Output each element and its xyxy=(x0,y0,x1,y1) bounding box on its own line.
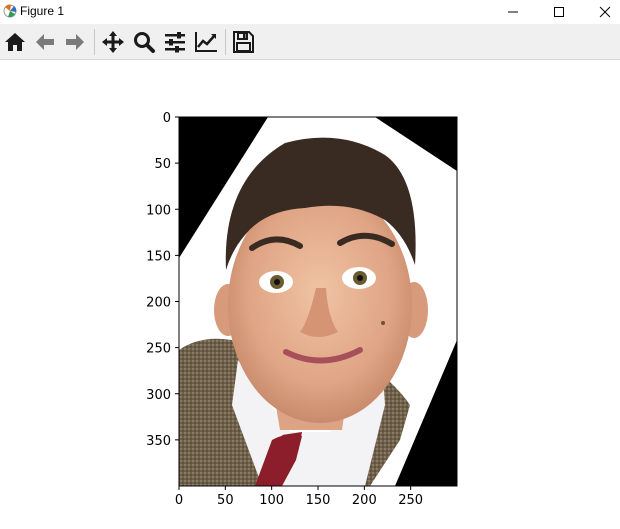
configure-subplots-button[interactable] xyxy=(162,29,188,55)
right-eyebrow xyxy=(337,232,395,247)
x-tick-label: 50 xyxy=(217,493,234,508)
title-bar: Figure 1 xyxy=(0,0,620,24)
close-button[interactable] xyxy=(582,0,620,24)
nose xyxy=(300,288,338,337)
minimize-button[interactable] xyxy=(490,0,536,24)
y-tick-label: 250 xyxy=(146,342,171,357)
save-icon xyxy=(233,31,254,53)
x-axis: 0 50 100 150 200 250 xyxy=(175,486,423,508)
forward-button[interactable] xyxy=(62,29,88,55)
hair xyxy=(225,137,416,270)
back-button[interactable] xyxy=(32,29,58,55)
axes-image xyxy=(179,117,457,486)
edit-axis-icon xyxy=(195,32,217,52)
left-eyebrow xyxy=(249,236,303,251)
figure-svg: 0 50 100 150 200 250 0 50 100 150 200 250 300 350 xyxy=(146,111,458,508)
home-icon xyxy=(5,33,25,51)
x-tick-label: 0 xyxy=(175,493,183,508)
mole xyxy=(381,321,385,325)
forward-icon xyxy=(66,34,84,50)
mouth xyxy=(283,347,363,364)
navigation-toolbar xyxy=(0,24,620,60)
zoom-icon xyxy=(134,32,155,53)
x-tick-label: 200 xyxy=(352,493,377,508)
pan-icon xyxy=(102,31,124,53)
y-axis: 0 50 100 150 200 250 300 350 xyxy=(146,111,179,449)
toolbar-separator xyxy=(94,29,95,55)
y-tick-label: 350 xyxy=(146,434,171,449)
maximize-button[interactable] xyxy=(536,0,582,24)
y-tick-label: 0 xyxy=(163,111,171,126)
y-tick-label: 50 xyxy=(154,157,171,172)
y-tick-label: 100 xyxy=(146,203,171,218)
matplotlib-app-icon xyxy=(2,3,18,19)
x-tick-label: 150 xyxy=(306,493,331,508)
maximize-icon xyxy=(554,7,564,17)
minimize-icon xyxy=(508,11,518,13)
edit-axis-button[interactable] xyxy=(193,29,219,55)
toolbar-separator xyxy=(225,29,226,55)
right-pupil xyxy=(357,275,363,281)
y-tick-label: 200 xyxy=(146,296,171,311)
left-pupil xyxy=(274,279,280,285)
pan-button[interactable] xyxy=(100,29,126,55)
close-icon xyxy=(599,6,611,18)
home-button[interactable] xyxy=(2,29,28,55)
x-tick-label: 250 xyxy=(398,493,423,508)
y-tick-label: 150 xyxy=(146,249,171,264)
figure-canvas[interactable]: 0 50 100 150 200 250 0 50 100 150 200 250 300 350 xyxy=(0,60,620,525)
configure-subplots-icon xyxy=(165,32,185,53)
zoom-button[interactable] xyxy=(131,29,157,55)
y-tick-label: 300 xyxy=(146,388,171,403)
x-tick-label: 100 xyxy=(259,493,284,508)
back-icon xyxy=(36,34,54,50)
window-title: Figure 1 xyxy=(20,4,65,18)
tie xyxy=(255,434,302,486)
save-button[interactable] xyxy=(230,29,256,55)
